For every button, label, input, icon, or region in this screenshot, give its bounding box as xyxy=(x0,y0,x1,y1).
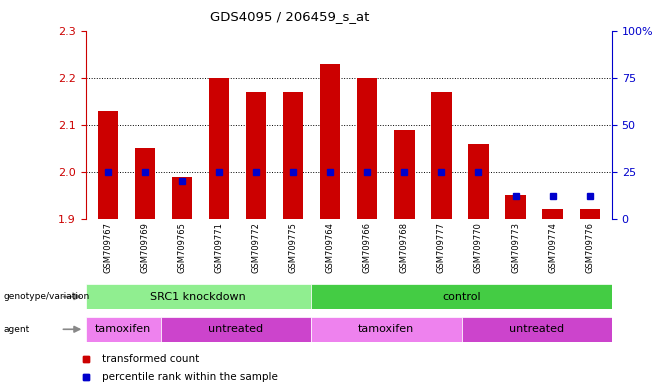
Text: tamoxifen: tamoxifen xyxy=(358,324,415,334)
Bar xyxy=(505,195,526,219)
Text: control: control xyxy=(442,291,481,302)
Bar xyxy=(97,111,118,219)
Bar xyxy=(468,144,489,219)
Bar xyxy=(320,64,340,219)
Bar xyxy=(135,148,155,219)
Text: untreated: untreated xyxy=(209,324,263,334)
Bar xyxy=(161,317,311,342)
Bar xyxy=(209,78,229,219)
Text: SRC1 knockdown: SRC1 knockdown xyxy=(151,291,246,302)
Text: agent: agent xyxy=(3,324,30,334)
Text: GDS4095 / 206459_s_at: GDS4095 / 206459_s_at xyxy=(210,10,369,23)
Bar xyxy=(311,284,612,309)
Text: percentile rank within the sample: percentile rank within the sample xyxy=(102,372,278,382)
Bar xyxy=(431,92,451,219)
Bar xyxy=(172,177,192,219)
Bar xyxy=(283,92,303,219)
Bar xyxy=(357,78,378,219)
Text: transformed count: transformed count xyxy=(102,354,199,364)
Bar xyxy=(394,129,415,219)
Bar xyxy=(86,317,161,342)
Bar xyxy=(542,210,563,219)
Text: genotype/variation: genotype/variation xyxy=(3,292,89,301)
Text: untreated: untreated xyxy=(509,324,565,334)
Bar xyxy=(461,317,612,342)
Bar xyxy=(311,317,461,342)
Text: tamoxifen: tamoxifen xyxy=(95,324,151,334)
Bar xyxy=(86,284,311,309)
Bar xyxy=(580,210,600,219)
Bar xyxy=(246,92,266,219)
